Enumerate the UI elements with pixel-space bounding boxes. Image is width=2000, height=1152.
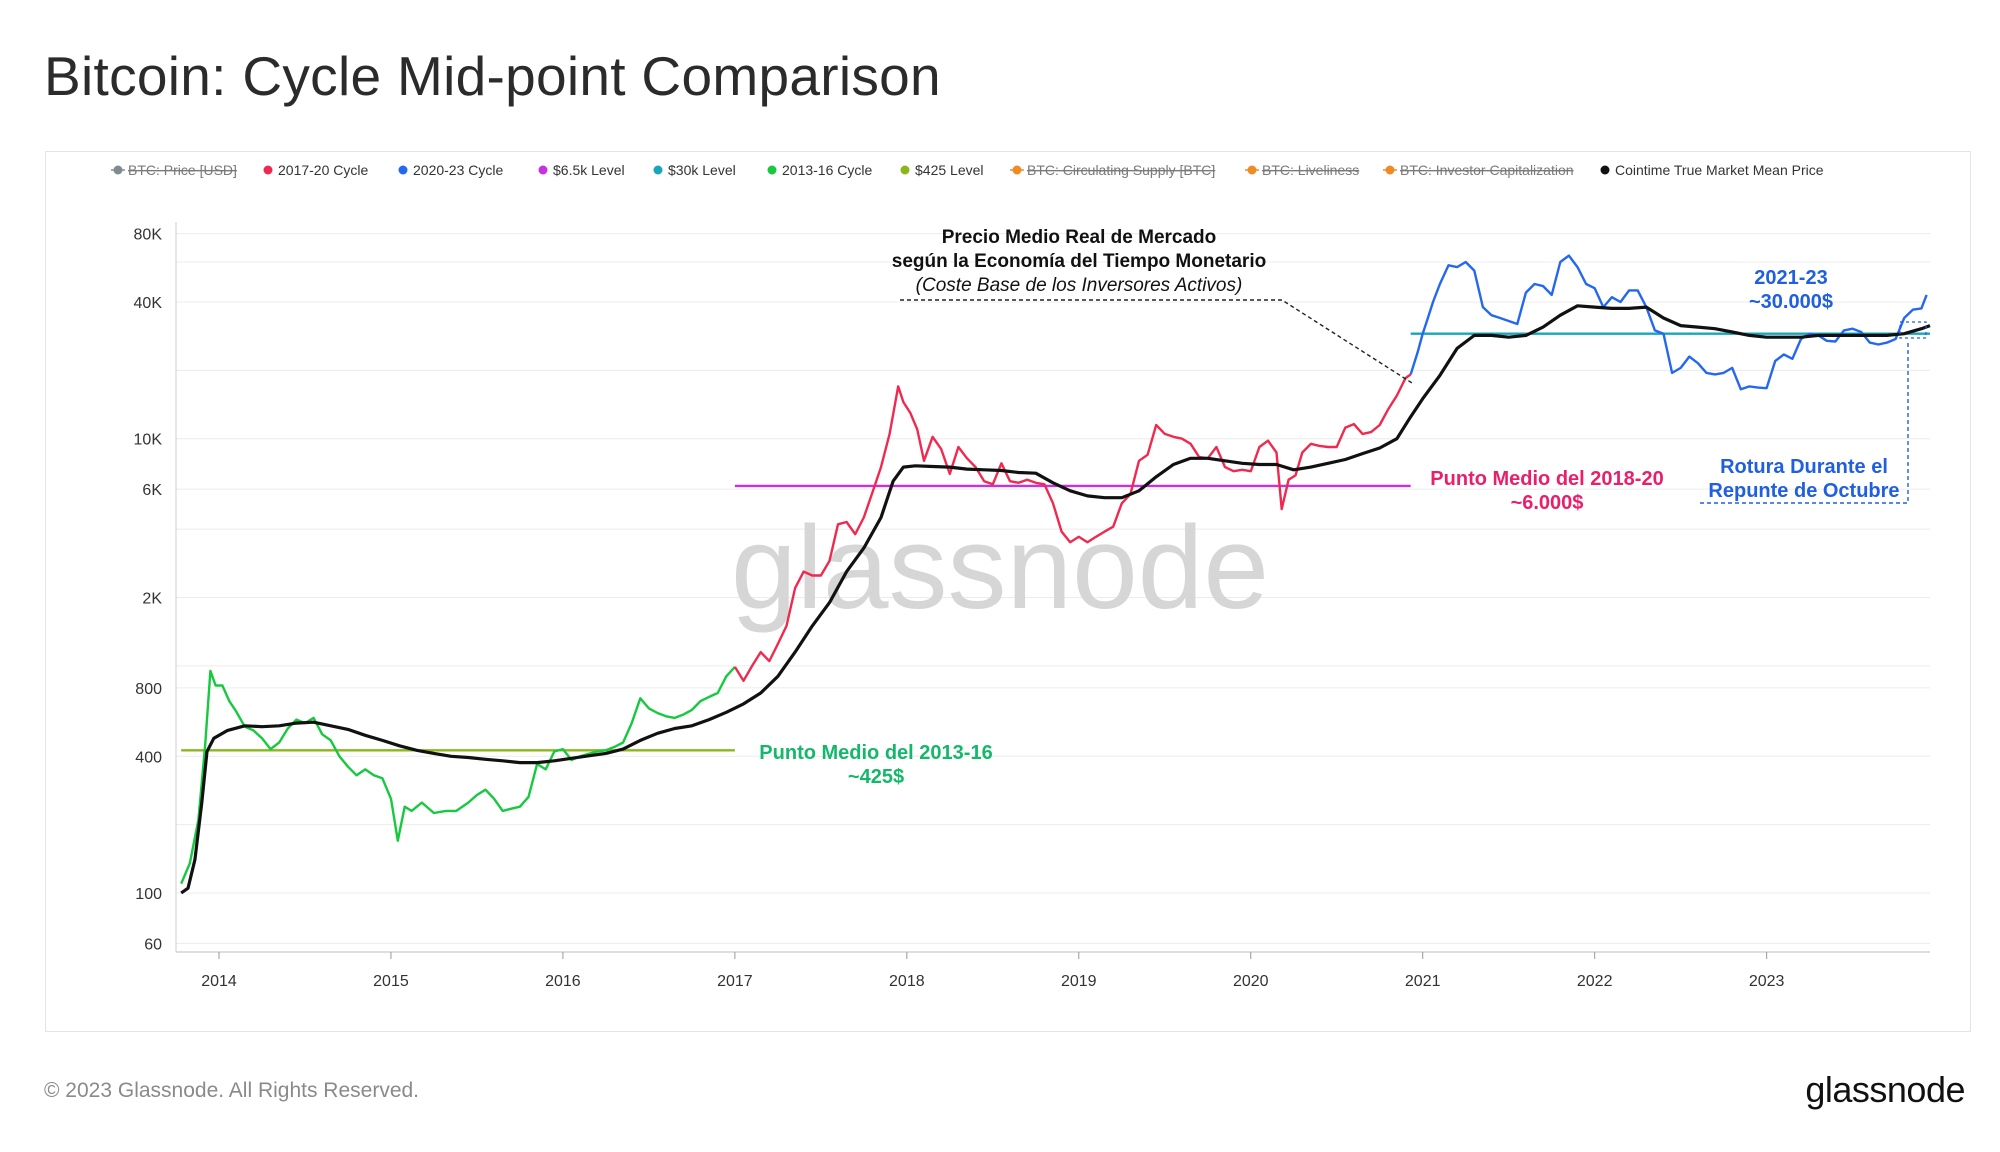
legend-item: 2020-23 Cycle bbox=[398, 162, 503, 178]
page-title: Bitcoin: Cycle Mid-point Comparison bbox=[44, 45, 941, 107]
series bbox=[180, 254, 1931, 895]
y-tick-label: 2K bbox=[142, 591, 162, 608]
annotation-tmm-line3: (Coste Base de los Inversores Activos) bbox=[916, 275, 1243, 296]
annotation-break-box bbox=[1899, 321, 1927, 339]
chart-frame bbox=[45, 151, 1971, 1032]
y-tick-label: 40K bbox=[134, 295, 163, 312]
y-tick-label: 100 bbox=[135, 886, 162, 903]
x-tick-label: 2022 bbox=[1577, 973, 1613, 990]
legend-label: BTC: Price [USD] bbox=[128, 162, 237, 178]
annotation-mid1316-line2: ~425$ bbox=[848, 766, 904, 788]
y-tick-label: 400 bbox=[135, 749, 162, 766]
annotation-tmm-leader bbox=[900, 299, 1413, 384]
footer-copyright: © 2023 Glassnode. All Rights Reserved. bbox=[44, 1079, 420, 1102]
legend-label: BTC: Investor Capitalization bbox=[1400, 162, 1574, 178]
annotations: Precio Medio Real de Mercado según la Ec… bbox=[759, 227, 1927, 788]
legend-marker bbox=[398, 165, 408, 175]
x-tick-label: 2018 bbox=[889, 973, 925, 990]
y-tick-label: 60 bbox=[144, 936, 162, 953]
legend-item: $30k Level bbox=[653, 162, 736, 178]
y-tick-label: 800 bbox=[135, 681, 162, 698]
legend-item: $425 Level bbox=[900, 162, 984, 178]
legend-item: 2013-16 Cycle bbox=[767, 162, 872, 178]
annotation-break-leader bbox=[1700, 340, 1909, 504]
legend-label: 2013-16 Cycle bbox=[782, 162, 872, 178]
annotation-tmm-line1: Precio Medio Real de Mercado bbox=[942, 227, 1217, 248]
levels bbox=[181, 332, 1930, 752]
series-line bbox=[180, 666, 736, 885]
legend-label: 2017-20 Cycle bbox=[278, 162, 368, 178]
legend-label: $30k Level bbox=[668, 162, 736, 178]
series-line bbox=[1409, 254, 1928, 391]
x-tick-label: 2021 bbox=[1405, 973, 1441, 990]
axes: 80K 40K 10K 6K 2K 800 400 100 60 2014 2015 2016 2017… bbox=[134, 222, 1930, 990]
legend-item: BTC: Circulating Supply [BTC] bbox=[1010, 162, 1215, 178]
legend-marker bbox=[263, 165, 273, 175]
legend-marker bbox=[1600, 165, 1610, 175]
x-tick-label: 2020 bbox=[1233, 973, 1269, 990]
legend-item: Cointime True Market Mean Price bbox=[1600, 162, 1824, 178]
annotation-mid1820-line2: ~6.000$ bbox=[1511, 492, 1584, 514]
annotation-tmm-line2: según la Economía del Tiempo Monetario bbox=[892, 251, 1266, 272]
legend-label: BTC: Circulating Supply [BTC] bbox=[1027, 162, 1215, 178]
legend-marker bbox=[767, 165, 777, 175]
x-tick-label: 2016 bbox=[545, 973, 581, 990]
brand-logo: glassnode bbox=[1805, 1069, 1965, 1110]
x-tick-label: 2015 bbox=[373, 973, 409, 990]
x-tick-label: 2023 bbox=[1749, 973, 1785, 990]
legend-item: BTC: Investor Capitalization bbox=[1383, 162, 1574, 178]
x-tick-label: 2017 bbox=[717, 973, 753, 990]
y-tick-label: 6K bbox=[142, 482, 162, 499]
x-tick-label: 2019 bbox=[1061, 973, 1097, 990]
series-line bbox=[180, 304, 1931, 895]
legend-item: $6.5k Level bbox=[538, 162, 625, 178]
legend-label: Cointime True Market Mean Price bbox=[1615, 162, 1824, 178]
annotation-mid2123-line1: 2021-23 bbox=[1754, 267, 1827, 289]
legend-marker bbox=[900, 165, 910, 175]
legend: BTC: Price [USD] 2017-20 Cycle 2020-23 Cyc… bbox=[111, 162, 1824, 178]
annotation-mid1316-line1: Punto Medio del 2013-16 bbox=[759, 742, 992, 764]
annotation-break-line1: Rotura Durante el bbox=[1720, 456, 1888, 478]
legend-label: 2020-23 Cycle bbox=[413, 162, 503, 178]
legend-item: BTC: Liveliness bbox=[1245, 162, 1359, 178]
series-line bbox=[733, 373, 1412, 682]
legend-item: 2017-20 Cycle bbox=[263, 162, 368, 178]
legend-label: BTC: Liveliness bbox=[1262, 162, 1359, 178]
x-tick-label: 2014 bbox=[201, 973, 237, 990]
y-tick-label: 80K bbox=[134, 227, 163, 244]
watermark: glassnode bbox=[731, 502, 1269, 634]
annotation-mid1820-line1: Punto Medio del 2018-20 bbox=[1430, 468, 1663, 490]
annotation-break-line2: Repunte de Octubre bbox=[1708, 480, 1899, 502]
legend-label: $425 Level bbox=[915, 162, 984, 178]
legend-item: BTC: Price [USD] bbox=[111, 162, 237, 178]
legend-marker bbox=[538, 165, 548, 175]
y-tick-label: 10K bbox=[134, 432, 163, 449]
legend-marker bbox=[653, 165, 663, 175]
legend-label: $6.5k Level bbox=[553, 162, 625, 178]
annotation-mid2123-line2: ~30.000$ bbox=[1749, 291, 1833, 313]
